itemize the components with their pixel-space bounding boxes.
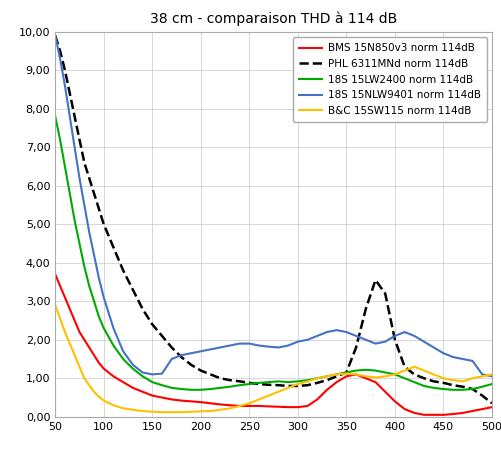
18S 15LW2400 norm 114dB [362, 367, 368, 372]
18S 15NLW9401 norm 114dB [52, 33, 58, 38]
B&C 15SW115 norm 114dB [149, 409, 155, 414]
BMS 15N850v3 norm 114dB [110, 374, 116, 379]
BMS 15N850v3 norm 114dB [52, 271, 58, 277]
18S 15NLW9401 norm 114dB [323, 329, 329, 335]
B&C 15SW115 norm 114dB [52, 303, 58, 308]
PHL 6311MNd norm 114dB [478, 393, 484, 398]
BMS 15N850v3 norm 114dB [420, 412, 426, 418]
18S 15NLW9401 norm 114dB [478, 371, 484, 377]
18S 15LW2400 norm 114dB [52, 114, 58, 119]
18S 15NLW9401 norm 114dB [488, 374, 494, 379]
Line: BMS 15N850v3 norm 114dB: BMS 15N850v3 norm 114dB [55, 274, 491, 415]
18S 15LW2400 norm 114dB [149, 380, 155, 385]
18S 15NLW9401 norm 114dB [110, 325, 116, 331]
B&C 15SW115 norm 114dB [362, 374, 368, 379]
BMS 15N850v3 norm 114dB [478, 406, 484, 412]
Line: 18S 15NLW9401 norm 114dB: 18S 15NLW9401 norm 114dB [55, 35, 491, 376]
Legend: BMS 15N850v3 norm 114dB, PHL 6311MNd norm 114dB, 18S 15LW2400 norm 114dB, 18S 15: BMS 15N850v3 norm 114dB, PHL 6311MNd nor… [293, 37, 486, 122]
BMS 15N850v3 norm 114dB [323, 387, 329, 392]
18S 15LW2400 norm 114dB [333, 371, 339, 377]
B&C 15SW115 norm 114dB [159, 410, 165, 415]
BMS 15N850v3 norm 114dB [488, 405, 494, 410]
PHL 6311MNd norm 114dB [52, 33, 58, 38]
BMS 15N850v3 norm 114dB [149, 393, 155, 398]
18S 15NLW9401 norm 114dB [149, 371, 155, 377]
PHL 6311MNd norm 114dB [110, 245, 116, 250]
PHL 6311MNd norm 114dB [159, 333, 165, 339]
18S 15LW2400 norm 114dB [110, 343, 116, 348]
B&C 15SW115 norm 114dB [488, 371, 494, 377]
Line: PHL 6311MNd norm 114dB: PHL 6311MNd norm 114dB [55, 35, 491, 403]
Title: 38 cm - comparaison THD à 114 dB: 38 cm - comparaison THD à 114 dB [150, 12, 396, 26]
18S 15LW2400 norm 114dB [478, 384, 484, 390]
BMS 15N850v3 norm 114dB [159, 395, 165, 400]
PHL 6311MNd norm 114dB [323, 377, 329, 383]
B&C 15SW115 norm 114dB [333, 371, 339, 377]
B&C 15SW115 norm 114dB [478, 374, 484, 379]
Line: 18S 15LW2400 norm 114dB: 18S 15LW2400 norm 114dB [55, 116, 491, 390]
Line: B&C 15SW115 norm 114dB: B&C 15SW115 norm 114dB [55, 305, 491, 412]
PHL 6311MNd norm 114dB [149, 322, 155, 327]
BMS 15N850v3 norm 114dB [352, 371, 358, 377]
18S 15LW2400 norm 114dB [159, 382, 165, 388]
PHL 6311MNd norm 114dB [488, 400, 494, 406]
B&C 15SW115 norm 114dB [168, 410, 174, 415]
18S 15LW2400 norm 114dB [488, 381, 494, 387]
B&C 15SW115 norm 114dB [110, 403, 116, 408]
18S 15LW2400 norm 114dB [188, 387, 194, 392]
PHL 6311MNd norm 114dB [352, 345, 358, 350]
18S 15NLW9401 norm 114dB [159, 371, 165, 376]
18S 15NLW9401 norm 114dB [352, 333, 358, 339]
